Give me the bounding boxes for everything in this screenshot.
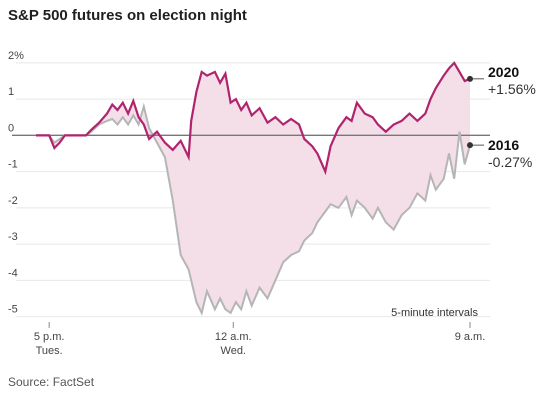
y-tick-label: 1 (8, 86, 14, 98)
x-tick-sublabel: Wed. (221, 345, 246, 357)
x-tick-label: 5 p.m. (34, 331, 65, 343)
interval-note: 5-minute intervals (391, 307, 478, 319)
y-tick-label: -3 (8, 231, 18, 243)
y-tick-label: -4 (8, 267, 18, 279)
series-line-2016 (36, 102, 471, 316)
end-point-2020 (467, 75, 473, 82)
y-tick-label: 2% (8, 50, 24, 62)
y-axis-ticks: 2% 1 0 -1 -2 -3 -4 -5 (8, 50, 24, 316)
series-name-2020: 2020 (488, 64, 519, 80)
series-end-value-2016: -0.27% (488, 154, 532, 170)
end-point-2016 (467, 142, 473, 149)
x-tick-label: 9 a.m. (455, 331, 486, 343)
x-tick-label: 12 a.m. (215, 331, 252, 343)
y-tick-label: -5 (8, 304, 18, 316)
fill-between-area (36, 62, 470, 313)
series-line-2020 (36, 61, 471, 176)
chart-title: S&P 500 futures on election night (8, 7, 247, 24)
series-name-2016: 2016 (488, 137, 519, 153)
series-end-value-2020: +1.56% (488, 81, 536, 97)
y-tick-label: -2 (8, 195, 18, 207)
y-tick-label: -1 (8, 159, 18, 171)
x-tick-sublabel: Tues. (36, 345, 63, 357)
end-labels: 2020+1.56% 2016-0.27% (467, 64, 536, 170)
x-axis-ticks: 5 p.m. Tues. 12 a.m. Wed. 9 a.m. (34, 322, 485, 357)
source-note: Source: FactSet (8, 375, 95, 389)
y-tick-label: 0 (8, 122, 14, 134)
